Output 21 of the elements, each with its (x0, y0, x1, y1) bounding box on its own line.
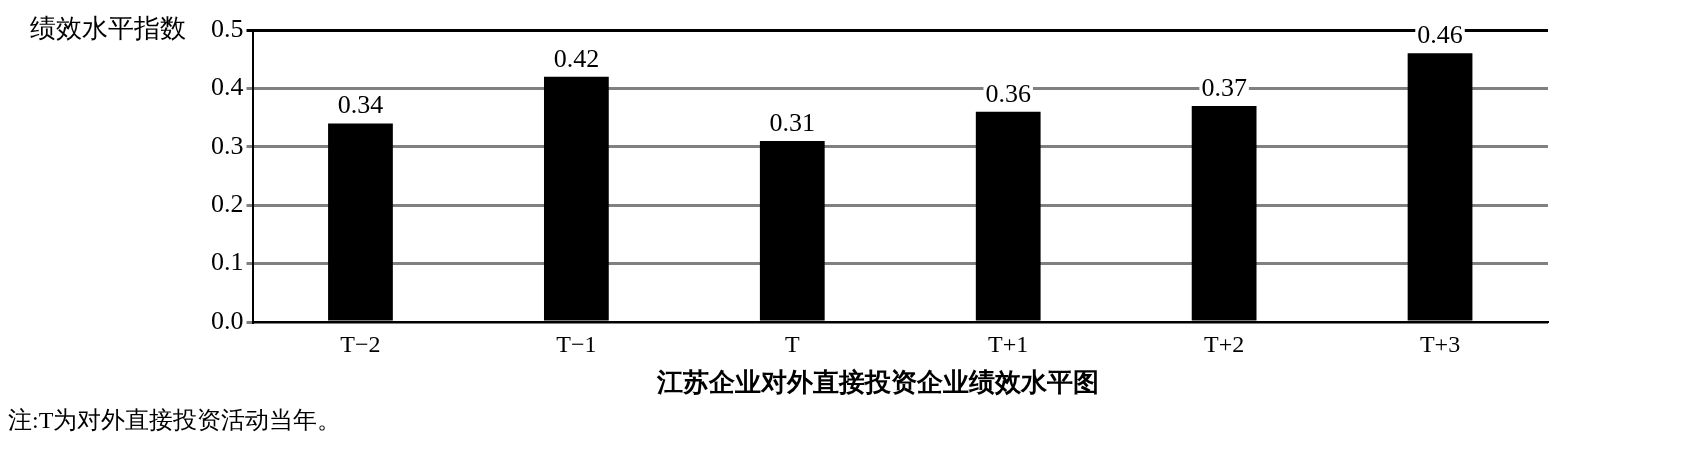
y-tick-label: 0.0 (211, 305, 244, 335)
x-tick-label: T+2 (1204, 330, 1245, 357)
x-tick-label: T−2 (340, 330, 381, 357)
data-label: 0.36 (985, 78, 1031, 108)
text: 江苏企业对外直接投资企业绩效水平图 (656, 368, 1099, 398)
y-axis-title: 绩效水平指数 (30, 13, 186, 43)
data-label: 0.46 (1417, 20, 1463, 50)
y-tick-label: 0.3 (211, 130, 244, 160)
data-label: 0.34 (337, 90, 384, 120)
x-tick-label: T+1 (988, 330, 1029, 357)
x-tick-label: T+3 (1419, 330, 1461, 357)
x-tick-label: T−1 (556, 330, 597, 357)
y-tick-label: 0.1 (211, 247, 244, 277)
data-label: 0.42 (553, 43, 600, 73)
text: 注:T为对外直接投资活动当年。 (8, 406, 343, 435)
y-tick-label: 0.2 (211, 189, 244, 219)
data-label: 0.31 (769, 107, 816, 137)
y-tick-label: 0.4 (211, 72, 244, 102)
y-tick-label: 0.5 (211, 13, 244, 43)
x-tick-label: T (784, 330, 800, 357)
data-label: 0.37 (1201, 72, 1247, 102)
